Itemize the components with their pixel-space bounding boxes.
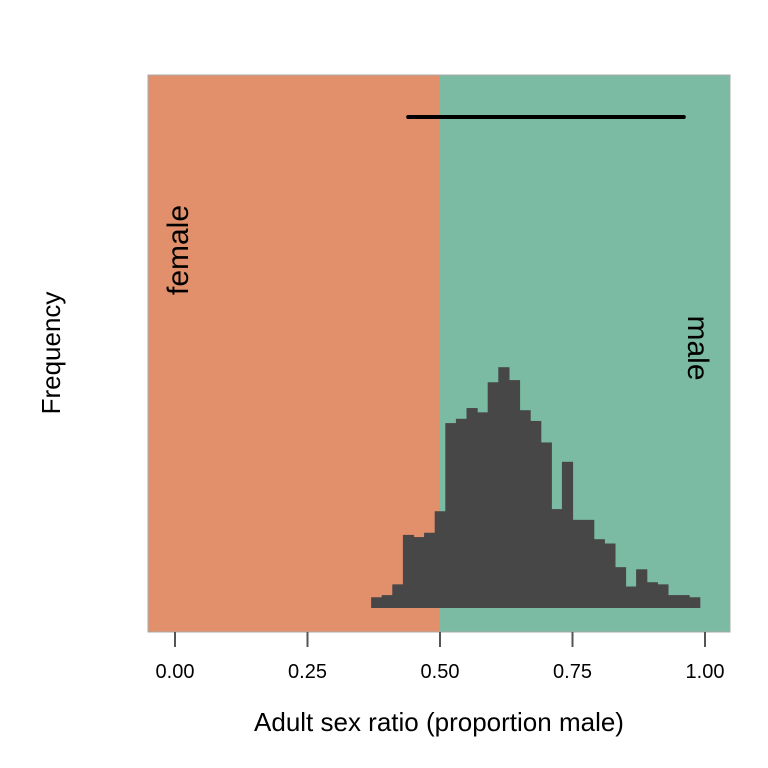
region-label-female: female bbox=[162, 205, 195, 295]
x-axis-label: Adult sex ratio (proportion male) bbox=[254, 707, 624, 737]
x-tick-label: 0.50 bbox=[421, 661, 460, 683]
histogram-bar bbox=[402, 534, 415, 608]
region-label-male: male bbox=[681, 315, 714, 380]
histogram-bar bbox=[667, 595, 680, 608]
histogram-bar bbox=[636, 569, 648, 608]
histogram-bar bbox=[561, 461, 574, 608]
histogram-bar bbox=[583, 519, 595, 608]
background-regions bbox=[148, 75, 730, 632]
histogram-bar bbox=[466, 408, 478, 608]
histogram-bar bbox=[477, 412, 489, 608]
region-labels: female male bbox=[162, 205, 714, 381]
histogram-bars bbox=[371, 367, 701, 608]
region-female bbox=[148, 75, 440, 632]
histogram-bar bbox=[413, 537, 425, 608]
x-tick-label: 0.75 bbox=[553, 661, 592, 683]
histogram-bar bbox=[519, 410, 531, 608]
histogram-bar bbox=[434, 511, 446, 608]
x-tick-label: 0.00 bbox=[156, 661, 195, 683]
histogram-bar bbox=[455, 418, 468, 608]
histogram-bar bbox=[540, 442, 552, 608]
histogram-bar bbox=[487, 382, 499, 608]
histogram-bar bbox=[593, 539, 605, 608]
histogram-bar bbox=[498, 367, 510, 608]
histogram-bar bbox=[392, 584, 404, 608]
histogram-bar bbox=[508, 380, 521, 608]
histogram-bar bbox=[530, 420, 542, 608]
histogram-bar bbox=[646, 582, 658, 608]
x-axis: 0.00 0.25 0.50 0.75 1.00 bbox=[156, 632, 725, 683]
histogram-bar bbox=[371, 597, 383, 608]
x-tick-label: 0.25 bbox=[288, 661, 327, 683]
histogram-bar bbox=[689, 597, 701, 608]
histogram-bar bbox=[678, 595, 690, 608]
histogram-bar bbox=[424, 532, 436, 608]
histogram-bar bbox=[657, 584, 669, 608]
histogram-bar bbox=[604, 543, 616, 608]
histogram-bar bbox=[625, 586, 637, 608]
histogram-bar bbox=[614, 567, 627, 608]
histogram-bar bbox=[572, 519, 584, 608]
y-axis-label: Frequency bbox=[36, 292, 66, 415]
x-tick-label: 1.00 bbox=[686, 661, 725, 683]
histogram-bar bbox=[445, 423, 457, 608]
histogram-bar bbox=[551, 509, 563, 608]
histogram-bar bbox=[381, 595, 393, 608]
